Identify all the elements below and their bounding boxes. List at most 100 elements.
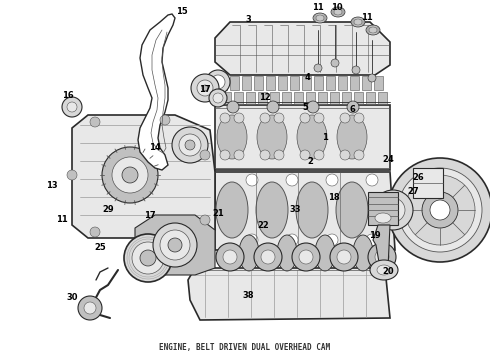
- Circle shape: [292, 243, 320, 271]
- Circle shape: [299, 250, 313, 264]
- Text: 17: 17: [144, 211, 156, 220]
- Bar: [354, 92, 363, 104]
- Bar: [294, 92, 303, 104]
- Circle shape: [102, 147, 158, 203]
- Text: 22: 22: [257, 220, 269, 230]
- Circle shape: [314, 150, 324, 160]
- Circle shape: [112, 157, 148, 193]
- Text: 1: 1: [322, 134, 328, 143]
- Circle shape: [330, 243, 358, 271]
- Circle shape: [67, 170, 77, 180]
- Bar: [338, 76, 347, 90]
- Circle shape: [260, 150, 270, 160]
- Circle shape: [90, 227, 100, 237]
- Circle shape: [209, 89, 227, 107]
- Ellipse shape: [296, 182, 328, 238]
- Circle shape: [227, 101, 239, 113]
- Circle shape: [274, 113, 284, 123]
- Circle shape: [260, 113, 270, 123]
- Polygon shape: [138, 14, 175, 170]
- Text: 11: 11: [312, 4, 324, 13]
- Text: 4: 4: [304, 73, 310, 82]
- Circle shape: [153, 223, 197, 267]
- Circle shape: [168, 238, 182, 252]
- Circle shape: [373, 190, 413, 230]
- Circle shape: [368, 243, 396, 271]
- Circle shape: [78, 296, 102, 320]
- Circle shape: [366, 174, 378, 186]
- Bar: [314, 76, 323, 90]
- Bar: [266, 76, 275, 90]
- Circle shape: [286, 174, 298, 186]
- Ellipse shape: [366, 25, 380, 35]
- Circle shape: [354, 150, 364, 160]
- Text: 24: 24: [382, 156, 394, 165]
- Circle shape: [300, 113, 310, 123]
- Text: 26: 26: [412, 174, 424, 183]
- Bar: [230, 76, 239, 90]
- Text: 11: 11: [361, 13, 373, 22]
- Bar: [290, 76, 299, 90]
- Bar: [234, 92, 243, 104]
- Ellipse shape: [331, 7, 345, 17]
- Text: 21: 21: [212, 208, 224, 217]
- Text: 3: 3: [245, 15, 251, 24]
- Circle shape: [124, 234, 172, 282]
- Polygon shape: [215, 105, 390, 170]
- Ellipse shape: [369, 27, 377, 33]
- Text: 13: 13: [46, 180, 58, 189]
- Bar: [374, 76, 383, 90]
- Circle shape: [200, 215, 210, 225]
- Ellipse shape: [353, 235, 373, 271]
- Text: 16: 16: [62, 90, 74, 99]
- Ellipse shape: [377, 265, 391, 275]
- Circle shape: [223, 250, 237, 264]
- Bar: [302, 76, 311, 90]
- Circle shape: [172, 127, 208, 163]
- Bar: [258, 92, 267, 104]
- Circle shape: [246, 174, 258, 186]
- Ellipse shape: [334, 9, 342, 15]
- Circle shape: [337, 250, 351, 264]
- Bar: [330, 92, 339, 104]
- Circle shape: [140, 250, 156, 266]
- Circle shape: [202, 85, 208, 91]
- Circle shape: [234, 113, 244, 123]
- Circle shape: [398, 168, 482, 252]
- Circle shape: [326, 174, 338, 186]
- Circle shape: [185, 140, 195, 150]
- Text: 5: 5: [302, 104, 308, 112]
- Ellipse shape: [354, 19, 362, 25]
- Text: 30: 30: [66, 293, 78, 302]
- Circle shape: [354, 113, 364, 123]
- Polygon shape: [135, 215, 215, 275]
- Circle shape: [331, 59, 339, 67]
- Ellipse shape: [351, 17, 365, 27]
- Circle shape: [340, 150, 350, 160]
- Circle shape: [160, 115, 170, 125]
- Bar: [270, 92, 279, 104]
- Ellipse shape: [216, 182, 248, 238]
- Text: 12: 12: [259, 94, 271, 103]
- Bar: [242, 76, 251, 90]
- Circle shape: [246, 234, 258, 246]
- Circle shape: [211, 75, 225, 89]
- Circle shape: [160, 230, 190, 260]
- Text: 20: 20: [382, 267, 394, 276]
- Ellipse shape: [336, 182, 368, 238]
- Text: 6: 6: [349, 105, 355, 114]
- Bar: [222, 92, 231, 104]
- Circle shape: [62, 97, 82, 117]
- Text: 10: 10: [331, 4, 343, 13]
- Polygon shape: [373, 225, 390, 268]
- Ellipse shape: [257, 115, 287, 159]
- Ellipse shape: [315, 235, 335, 271]
- Circle shape: [220, 150, 230, 160]
- Bar: [350, 76, 359, 90]
- Bar: [318, 92, 327, 104]
- Text: 17: 17: [199, 85, 211, 94]
- Bar: [218, 76, 227, 90]
- Circle shape: [67, 102, 77, 112]
- Ellipse shape: [277, 235, 297, 271]
- Text: ENGINE, BELT DRIVEN DUAL OVERHEAD CAM: ENGINE, BELT DRIVEN DUAL OVERHEAD CAM: [159, 343, 331, 352]
